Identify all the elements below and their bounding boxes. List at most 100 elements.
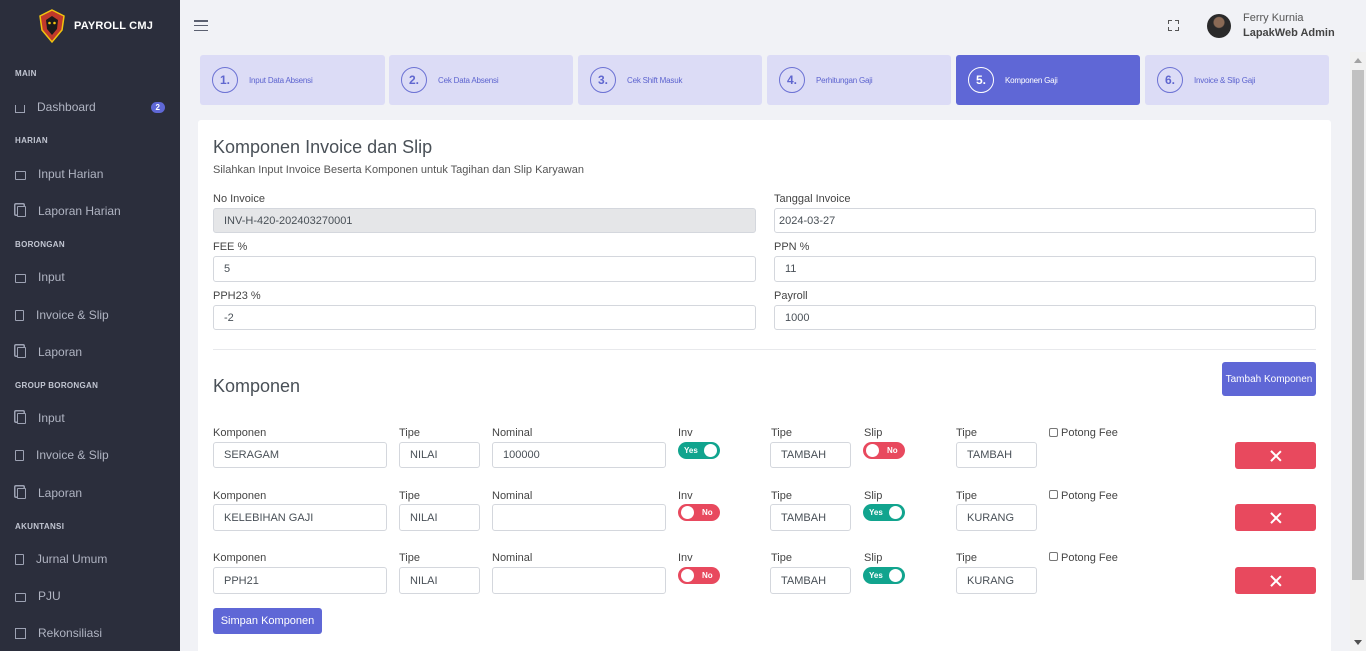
inv-label: Inv	[678, 490, 693, 502]
pph23-field[interactable]: -2	[213, 305, 756, 330]
toggle-text: No	[702, 508, 713, 517]
fee-field[interactable]: 5	[213, 256, 756, 282]
potong-fee-checkbox[interactable]	[1049, 552, 1058, 561]
slip-label: Slip	[864, 552, 883, 564]
step-3[interactable]: 3. Cek Shift Masuk	[578, 55, 762, 105]
close-icon	[1270, 575, 1282, 587]
payroll-field[interactable]: 1000	[774, 305, 1316, 330]
potong-fee-label: Potong Fee	[1061, 427, 1118, 439]
sidebar-item-borongan-input[interactable]: Input	[15, 266, 165, 288]
sidebar-item-dashboard[interactable]: Dashboard 2	[15, 96, 165, 118]
pph23-label: PPH23 %	[213, 290, 261, 302]
slip-toggle[interactable]: No	[863, 442, 905, 459]
scroll-down-icon[interactable]	[1354, 640, 1362, 645]
menu-toggle-icon[interactable]	[194, 20, 208, 31]
sidebar-item-label: Input	[38, 270, 65, 284]
sidebar-item-borongan-laporan[interactable]: Laporan	[15, 341, 165, 363]
notification-badge: 2	[150, 101, 165, 113]
tipe-select[interactable]: NILAI	[399, 504, 480, 531]
scroll-thumb[interactable]	[1352, 70, 1364, 580]
inv-toggle[interactable]: No	[678, 567, 720, 584]
inv-label: Inv	[678, 552, 693, 564]
delete-row-button[interactable]	[1235, 567, 1316, 594]
sidebar-item-jurnal-umum[interactable]: Jurnal Umum	[15, 548, 165, 570]
user-role[interactable]: LapakWeb Admin	[1243, 27, 1335, 39]
delete-row-button[interactable]	[1235, 504, 1316, 531]
inv-toggle[interactable]: Yes	[678, 442, 720, 459]
sidebar-item-rekonsiliasi[interactable]: Rekonsiliasi	[15, 622, 165, 644]
section-title-akuntansi: AKUNTANSI	[15, 522, 65, 531]
step-2[interactable]: 2. Cek Data Absensi	[389, 55, 573, 105]
komponen-name-field[interactable]: KELEBIHAN GAJI	[213, 504, 387, 531]
tipe-label: Tipe	[399, 490, 420, 502]
inv-tipe-select[interactable]: TAMBAH	[770, 504, 851, 531]
tanggal-invoice-field[interactable]: 2024-03-27	[774, 208, 1316, 233]
inv-tipe-select[interactable]: TAMBAH	[770, 567, 851, 594]
komponen-name-field[interactable]: SERAGAM	[213, 442, 387, 468]
sidebar-item-borongan-invoice[interactable]: Invoice & Slip	[15, 304, 165, 326]
sidebar-item-pju[interactable]: PJU	[15, 585, 165, 607]
sidebar-item-label: Dashboard	[37, 100, 96, 114]
nominal-field[interactable]	[492, 567, 666, 594]
toggle-text: Yes	[869, 571, 883, 580]
sidebar-item-group-input[interactable]: Input	[15, 407, 165, 429]
step-6[interactable]: 6. Invoice & Slip Gaji	[1145, 55, 1329, 105]
section-title-harian: HARIAN	[15, 136, 48, 145]
nominal-field[interactable]: 100000	[492, 442, 666, 468]
sidebar-item-label: Rekonsiliasi	[38, 626, 103, 640]
fullscreen-icon[interactable]	[1168, 20, 1179, 31]
slip-tipe-label: Tipe	[956, 552, 977, 564]
brand[interactable]: PAYROLL CMJ	[0, 0, 180, 52]
slip-tipe-select[interactable]: KURANG	[956, 567, 1037, 594]
payroll-label: Payroll	[774, 290, 808, 302]
toggle-text: Yes	[869, 508, 883, 517]
step-label: Komponen Gaji	[1005, 75, 1058, 85]
sidebar-item-label: Invoice & Slip	[36, 448, 109, 462]
delete-row-button[interactable]	[1235, 442, 1316, 469]
user-name[interactable]: Ferry Kurnia	[1243, 12, 1304, 24]
brand-logo-icon	[39, 9, 65, 44]
tambah-komponen-button[interactable]: Tambah Komponen	[1222, 362, 1316, 396]
toggle-text: No	[887, 446, 898, 455]
potong-fee-checkbox[interactable]	[1049, 428, 1058, 437]
simpan-komponen-button[interactable]: Simpan Komponen	[213, 608, 322, 634]
no-invoice-label: No Invoice	[213, 193, 265, 205]
step-5[interactable]: 5. Komponen Gaji	[956, 55, 1140, 105]
page-scrollbar[interactable]	[1350, 52, 1366, 651]
sidebar-item-group-laporan[interactable]: Laporan	[15, 482, 165, 504]
window-icon	[15, 593, 26, 602]
nominal-field[interactable]	[492, 504, 666, 531]
briefcase-icon	[15, 171, 26, 180]
fee-label: FEE %	[213, 241, 248, 253]
avatar[interactable]	[1207, 14, 1231, 38]
sidebar: PAYROLL CMJ MAIN Dashboard 2 HARIAN Inpu…	[0, 0, 180, 651]
sidebar-item-laporan-harian[interactable]: Laporan Harian	[15, 200, 165, 222]
scroll-up-icon[interactable]	[1354, 58, 1362, 63]
slip-tipe-select[interactable]: KURANG	[956, 504, 1037, 531]
komponen-card: Komponen Invoice dan Slip Silahkan Input…	[198, 120, 1331, 651]
slip-toggle[interactable]: Yes	[863, 567, 905, 584]
ppn-label: PPN %	[774, 241, 810, 253]
sidebar-item-group-invoice[interactable]: Invoice & Slip	[15, 444, 165, 466]
komponen-name-field[interactable]: PPH21	[213, 567, 387, 594]
potong-fee-checkbox[interactable]	[1049, 490, 1058, 499]
nominal-label: Nominal	[492, 427, 533, 439]
inv-toggle[interactable]: No	[678, 504, 720, 521]
step-label: Input Data Absensi	[249, 75, 313, 85]
inv-tipe-select[interactable]: TAMBAH	[770, 442, 851, 468]
page-description: Silahkan Input Invoice Beserta Komponen …	[213, 164, 584, 176]
copy-icon	[17, 205, 26, 217]
tipe-select[interactable]: NILAI	[399, 442, 480, 468]
step-4[interactable]: 4. Perhitungan Gaji	[767, 55, 951, 105]
slip-tipe-select[interactable]: TAMBAH	[956, 442, 1037, 468]
document-icon	[15, 449, 24, 461]
tipe-select[interactable]: NILAI	[399, 567, 480, 594]
briefcase-icon	[17, 412, 26, 424]
step-label: Invoice & Slip Gaji	[1194, 75, 1256, 85]
ppn-field[interactable]: 11	[774, 256, 1316, 282]
sidebar-item-input-harian[interactable]: Input Harian	[15, 163, 165, 185]
edit-icon	[15, 627, 26, 639]
divider	[213, 349, 1316, 350]
step-1[interactable]: 1. Input Data Absensi	[200, 55, 385, 105]
slip-toggle[interactable]: Yes	[863, 504, 905, 521]
